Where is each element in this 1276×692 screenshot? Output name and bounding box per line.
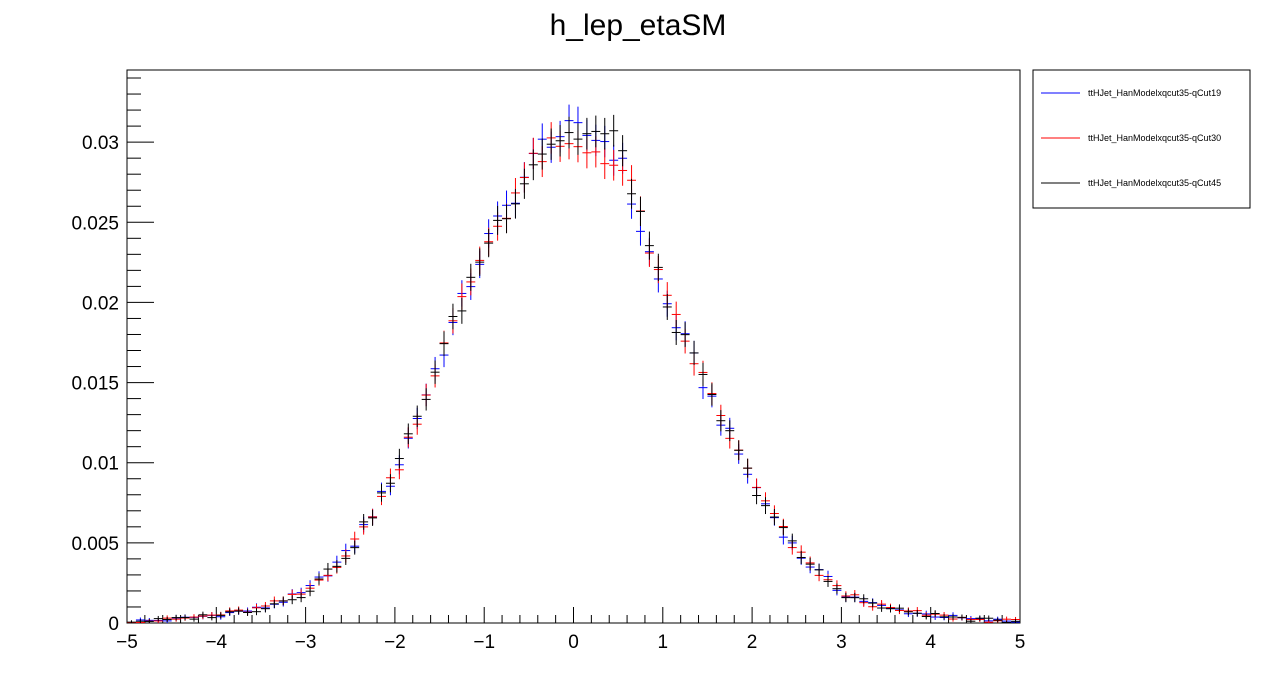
x-tick-label: −3 [295,632,317,653]
plot-frame [126,69,1021,624]
y-tick-label: 0.01 [82,454,119,475]
y-tick-label: 0.02 [82,293,119,314]
y-tick-label: 0 [108,614,119,635]
y-tick-label: 0.015 [71,374,119,395]
y-tick-label: 0.03 [82,133,119,154]
series-2 [127,122,1020,624]
x-tick-label: −1 [473,632,495,653]
series-1 [127,104,1020,623]
x-tick-label: 0 [568,632,579,653]
y-tick-label: 0.005 [71,534,119,555]
x-tick-label: 5 [1015,632,1026,653]
x-tick-label: −2 [384,632,406,653]
x-tick-label: 4 [925,632,936,653]
axes: −5 −4 −3 −2 −1 0 1 2 3 4 5 0 0.005 0.01 0.015 0.02 0.025… [71,77,1026,653]
x-tick-label: 3 [836,632,847,653]
chart-title: h_lep_etaSM [550,9,727,42]
plot-area [127,104,1020,624]
x-tick-label: 1 [658,632,669,653]
legend-label-3: ttHJet_HanModelxqcut35-qCut45 [1088,178,1221,188]
legend-label-1: ttHJet_HanModelxqcut35-qCut19 [1088,88,1221,98]
x-tick-label: −4 [205,632,227,653]
y-tick-label: 0.025 [71,213,119,234]
legend: ttHJet_HanModelxqcut35-qCut19 ttHJet_HanM… [1032,69,1251,209]
legend-label-2: ttHJet_HanModelxqcut35-qCut30 [1088,133,1221,143]
series-3 [127,114,1020,623]
x-tick-label: −5 [116,632,138,653]
x-tick-label: 2 [747,632,758,653]
